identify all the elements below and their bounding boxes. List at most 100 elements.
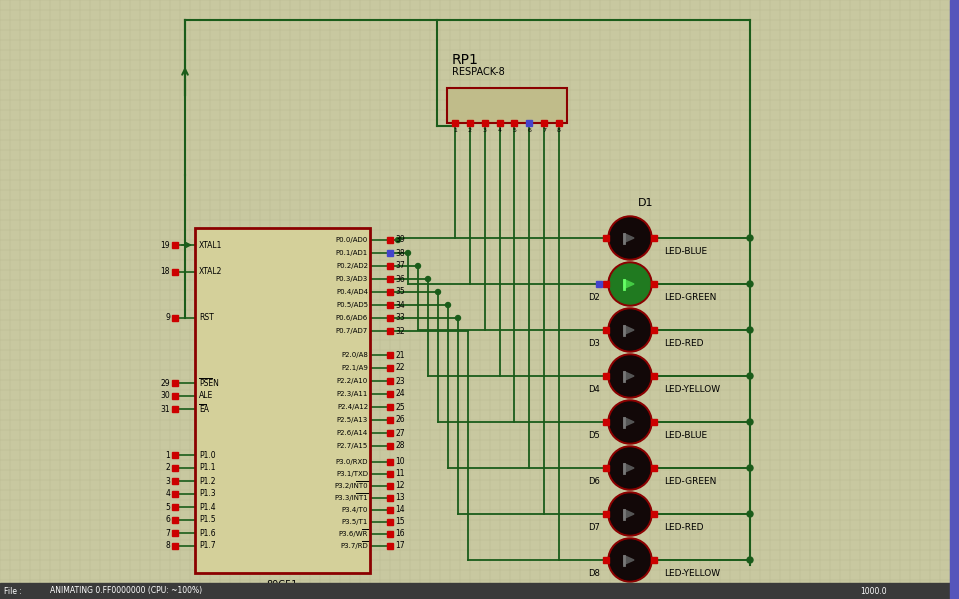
Bar [172, 315, 178, 321]
Circle shape [446, 302, 451, 307]
Text: P2.0/A8: P2.0/A8 [341, 352, 368, 358]
Bar [387, 404, 393, 410]
Bar [651, 419, 657, 425]
Bar [603, 465, 609, 471]
Text: 3: 3 [482, 128, 487, 132]
Text: 2: 2 [468, 128, 472, 132]
Bar [603, 557, 609, 563]
Bar [387, 531, 393, 537]
Circle shape [395, 237, 401, 243]
Bar [511, 120, 518, 126]
Circle shape [608, 308, 652, 352]
Bar [172, 504, 178, 510]
Text: P0.2/AD2: P0.2/AD2 [336, 263, 368, 269]
Text: P0.6/AD6: P0.6/AD6 [336, 315, 368, 321]
Bar [172, 530, 178, 536]
Text: P3.3/INT1: P3.3/INT1 [335, 495, 368, 501]
Text: 80C51: 80C51 [267, 580, 298, 590]
Circle shape [610, 310, 650, 350]
Text: 18: 18 [160, 268, 170, 277]
Bar [387, 507, 393, 513]
Circle shape [747, 557, 753, 563]
Text: 13: 13 [395, 494, 405, 503]
Text: P3.6/WR: P3.6/WR [339, 531, 368, 537]
Text: P1.3: P1.3 [199, 489, 216, 498]
Text: P0.4/AD4: P0.4/AD4 [336, 289, 368, 295]
Text: XTAL2: XTAL2 [199, 268, 222, 277]
Circle shape [415, 264, 420, 268]
Text: P2.2/A10: P2.2/A10 [337, 378, 368, 384]
Bar [172, 452, 178, 458]
Text: 10: 10 [395, 458, 405, 467]
Text: D3: D3 [588, 340, 600, 349]
Text: RP1: RP1 [452, 53, 479, 67]
Circle shape [747, 281, 753, 287]
Circle shape [747, 235, 753, 241]
Bar [387, 443, 393, 449]
Text: 16: 16 [395, 530, 405, 539]
Text: ALE: ALE [199, 392, 213, 401]
Polygon shape [624, 234, 634, 243]
Text: 4: 4 [165, 489, 170, 498]
Bar [172, 269, 178, 275]
Text: 24: 24 [395, 389, 405, 398]
Text: PSEN: PSEN [199, 379, 219, 388]
Circle shape [426, 277, 431, 282]
Circle shape [747, 465, 753, 471]
Text: P2.3/A11: P2.3/A11 [337, 391, 368, 397]
Text: P0.0/AD0: P0.0/AD0 [336, 237, 368, 243]
Text: P1.6: P1.6 [199, 528, 216, 537]
Text: 8: 8 [557, 128, 561, 132]
Text: 30: 30 [160, 392, 170, 401]
Bar [172, 491, 178, 497]
Bar [387, 302, 393, 308]
Circle shape [608, 446, 652, 490]
Circle shape [610, 540, 650, 580]
Bar [387, 365, 393, 371]
Text: 36: 36 [395, 274, 405, 283]
Bar [172, 543, 178, 549]
Text: 38: 38 [395, 249, 405, 258]
Bar [603, 419, 609, 425]
Text: LED-GREEN: LED-GREEN [664, 477, 716, 486]
Text: LED-GREEN: LED-GREEN [664, 294, 716, 302]
Bar [172, 465, 178, 471]
Circle shape [747, 419, 753, 425]
Bar [497, 120, 503, 126]
Text: P1.5: P1.5 [199, 516, 216, 525]
Bar [172, 406, 178, 412]
Text: 12: 12 [395, 482, 405, 491]
Polygon shape [624, 418, 634, 426]
Bar [526, 120, 532, 126]
Circle shape [456, 316, 460, 320]
Bar [387, 250, 393, 256]
Bar [387, 483, 393, 489]
Circle shape [747, 373, 753, 379]
Text: P3.2/INT0: P3.2/INT0 [335, 483, 368, 489]
Text: EA: EA [199, 404, 209, 413]
Text: 31: 31 [160, 404, 170, 413]
Bar [387, 276, 393, 282]
Text: D1: D1 [638, 198, 653, 208]
Text: 25: 25 [395, 403, 405, 412]
Bar [651, 465, 657, 471]
Circle shape [610, 264, 650, 304]
Circle shape [406, 250, 410, 256]
Text: 28: 28 [395, 441, 405, 450]
Text: 7: 7 [165, 528, 170, 537]
Text: File :: File : [4, 586, 22, 595]
Bar [172, 517, 178, 523]
Bar [596, 281, 602, 287]
Text: P3.4/T0: P3.4/T0 [341, 507, 368, 513]
Bar [447, 88, 567, 123]
Text: 1000.0: 1000.0 [860, 586, 887, 595]
Text: LED-BLUE: LED-BLUE [664, 247, 707, 256]
Bar [387, 391, 393, 397]
Circle shape [608, 262, 652, 306]
Text: P3.0/RXD: P3.0/RXD [336, 459, 368, 465]
Bar [481, 120, 488, 126]
Bar [603, 373, 609, 379]
Text: D7: D7 [588, 524, 600, 533]
Text: 17: 17 [395, 541, 405, 550]
Text: LED-YELLOW: LED-YELLOW [664, 386, 720, 395]
